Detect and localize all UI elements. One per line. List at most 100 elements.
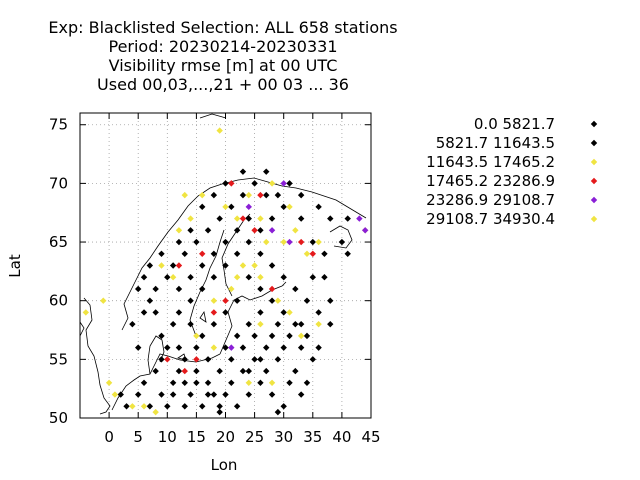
data-point bbox=[158, 356, 165, 363]
legend-marker bbox=[590, 177, 598, 185]
data-point bbox=[228, 344, 235, 351]
data-point bbox=[216, 403, 223, 410]
data-point bbox=[257, 215, 264, 222]
y-tick-label: 50 bbox=[49, 409, 68, 427]
x-tick-label: 35 bbox=[303, 428, 322, 446]
data-point bbox=[268, 297, 276, 304]
data-point bbox=[327, 215, 334, 222]
data-point bbox=[297, 332, 305, 340]
data-point bbox=[100, 297, 107, 304]
data-point bbox=[204, 379, 212, 387]
data-point bbox=[315, 344, 322, 351]
data-point bbox=[175, 227, 183, 234]
legend-label: 0.0 5821.7 bbox=[474, 115, 555, 133]
data-point bbox=[193, 367, 200, 375]
data-point bbox=[158, 262, 165, 269]
data-point bbox=[210, 191, 218, 199]
data-point bbox=[199, 203, 206, 211]
title-line-3: Visibility rmse [m] at 00 UTC bbox=[109, 56, 338, 75]
data-point bbox=[193, 356, 200, 363]
data-point bbox=[309, 250, 316, 257]
data-point bbox=[280, 274, 287, 281]
data-point bbox=[263, 238, 270, 246]
data-point bbox=[228, 379, 235, 387]
legend-label: 5821.7 11643.5 bbox=[436, 134, 555, 152]
data-point bbox=[210, 309, 218, 316]
data-point bbox=[245, 191, 252, 199]
title-line-2: Period: 20230214-20230331 bbox=[108, 37, 337, 56]
data-point bbox=[356, 215, 363, 222]
data-point bbox=[280, 344, 287, 351]
data-point bbox=[274, 408, 282, 416]
data-point bbox=[175, 367, 183, 375]
data-point bbox=[181, 367, 188, 375]
y-tick-label: 65 bbox=[49, 233, 68, 251]
data-point bbox=[251, 262, 258, 269]
data-point bbox=[274, 356, 282, 363]
data-point bbox=[257, 309, 264, 316]
data-point bbox=[257, 227, 264, 234]
data-point bbox=[297, 215, 305, 222]
data-point bbox=[146, 262, 154, 269]
x-tick-label: 40 bbox=[332, 428, 351, 446]
data-point bbox=[297, 344, 305, 351]
data-point bbox=[257, 379, 264, 387]
data-point bbox=[344, 215, 351, 222]
data-point bbox=[239, 215, 247, 222]
axis-ticks: 0 5 10 15 20 25 30 35 40 45 50 55 60 65 70 75 bbox=[49, 113, 381, 446]
data-point bbox=[344, 250, 351, 257]
data-point bbox=[187, 297, 194, 304]
data-point bbox=[286, 379, 293, 387]
data-point bbox=[239, 262, 247, 269]
data-point bbox=[181, 250, 188, 257]
data-point bbox=[129, 403, 136, 410]
data-point bbox=[199, 191, 206, 199]
data-point bbox=[199, 403, 206, 410]
x-tick-label: 15 bbox=[187, 428, 206, 446]
data-point bbox=[280, 203, 287, 211]
data-point bbox=[175, 344, 183, 351]
data-point bbox=[239, 367, 247, 375]
data-point bbox=[245, 367, 252, 375]
data-point bbox=[169, 262, 177, 269]
data-point bbox=[222, 262, 229, 269]
data-point bbox=[216, 408, 223, 416]
data-point bbox=[321, 250, 328, 257]
x-tick-label: 5 bbox=[133, 428, 143, 446]
data-point bbox=[216, 367, 223, 375]
legend-marker bbox=[590, 215, 598, 223]
data-point bbox=[158, 391, 165, 398]
data-point bbox=[268, 180, 276, 187]
data-point bbox=[268, 285, 276, 293]
data-point bbox=[204, 356, 212, 363]
data-point bbox=[199, 332, 206, 340]
data-point bbox=[169, 320, 177, 328]
data-point bbox=[233, 297, 241, 304]
data-point bbox=[158, 332, 165, 340]
data-point bbox=[233, 250, 241, 257]
data-point bbox=[315, 320, 322, 328]
y-tick-label: 55 bbox=[49, 350, 68, 368]
data-point bbox=[199, 262, 206, 269]
data-point bbox=[338, 238, 346, 246]
data-point bbox=[233, 332, 241, 340]
data-point bbox=[263, 367, 270, 375]
data-point bbox=[222, 180, 229, 187]
data-point bbox=[268, 332, 276, 340]
data-point bbox=[263, 344, 270, 351]
data-point bbox=[327, 320, 334, 328]
data-point bbox=[181, 356, 188, 363]
data-point bbox=[199, 285, 206, 293]
data-point bbox=[210, 320, 218, 328]
data-point bbox=[280, 180, 287, 187]
data-point bbox=[187, 320, 194, 328]
data-point bbox=[140, 274, 148, 281]
data-point bbox=[274, 320, 282, 328]
x-tick-label: 45 bbox=[361, 428, 380, 446]
data-point bbox=[245, 203, 252, 211]
data-point bbox=[274, 191, 282, 199]
data-point bbox=[175, 238, 183, 246]
data-point bbox=[303, 250, 311, 257]
data-point bbox=[210, 297, 218, 304]
